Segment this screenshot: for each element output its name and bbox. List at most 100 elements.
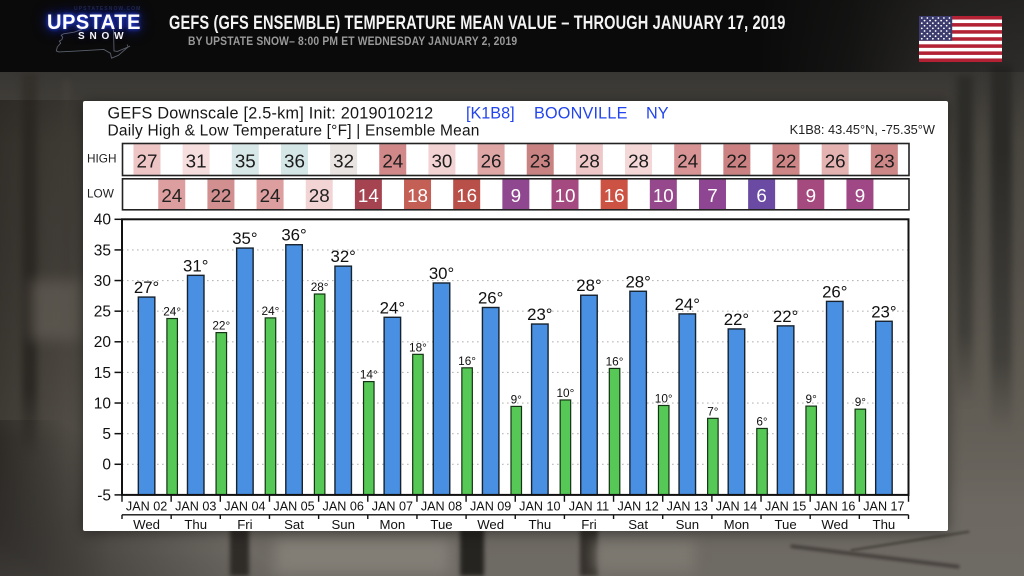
svg-text:26: 26	[481, 150, 502, 171]
svg-text:Daily High & Low Temperature [: Daily High & Low Temperature [°F] | Ense…	[108, 122, 480, 139]
svg-text:Wed: Wed	[133, 517, 160, 531]
svg-text:35: 35	[94, 242, 111, 259]
svg-text:26°: 26°	[478, 288, 503, 307]
svg-text:24: 24	[677, 150, 698, 171]
svg-text:JAN 16: JAN 16	[814, 500, 855, 514]
svg-text:36: 36	[284, 150, 305, 171]
svg-text:K1B8: 43.45°N, -75.35°W: K1B8: 43.45°N, -75.35°W	[790, 122, 936, 137]
svg-text:JAN 15: JAN 15	[765, 500, 806, 514]
svg-text:30°: 30°	[429, 264, 454, 283]
svg-text:18: 18	[407, 185, 428, 206]
svg-text:Sun: Sun	[331, 517, 354, 531]
svg-text:23°: 23°	[527, 305, 552, 324]
svg-text:JAN 03: JAN 03	[175, 500, 216, 514]
svg-text:JAN 08: JAN 08	[421, 500, 462, 514]
svg-text:10: 10	[653, 185, 674, 206]
svg-text:[K1B8]: [K1B8]	[466, 105, 515, 123]
svg-text:27°: 27°	[134, 278, 159, 297]
svg-text:7: 7	[707, 185, 717, 206]
svg-text:22: 22	[776, 150, 797, 171]
svg-text:JAN 02: JAN 02	[126, 500, 167, 514]
svg-text:22: 22	[210, 185, 231, 206]
svg-text:24°: 24°	[675, 295, 700, 314]
svg-text:9: 9	[855, 185, 865, 206]
svg-text:32: 32	[333, 150, 354, 171]
svg-text:15: 15	[94, 365, 111, 382]
svg-text:16°: 16°	[606, 354, 624, 368]
svg-text:9: 9	[806, 185, 816, 206]
svg-text:Thu: Thu	[528, 517, 551, 531]
svg-text:22°: 22°	[773, 307, 798, 326]
svg-text:36°: 36°	[281, 226, 306, 245]
svg-text:28°: 28°	[311, 280, 329, 294]
svg-text:Fri: Fri	[581, 517, 596, 531]
svg-text:24: 24	[382, 150, 403, 171]
svg-text:26°: 26°	[822, 282, 847, 301]
svg-text:28°: 28°	[625, 272, 650, 291]
svg-text:JAN 11: JAN 11	[569, 500, 609, 514]
svg-text:-5: -5	[97, 487, 111, 504]
svg-text:Wed: Wed	[821, 517, 848, 531]
svg-text:14: 14	[358, 185, 379, 206]
svg-text:Tue: Tue	[774, 517, 796, 531]
svg-text:23: 23	[530, 150, 551, 171]
svg-text:35: 35	[235, 150, 256, 171]
svg-text:JAN 10: JAN 10	[519, 500, 560, 514]
svg-text:22°: 22°	[724, 310, 749, 329]
svg-text:22: 22	[726, 150, 747, 171]
svg-text:16: 16	[456, 185, 477, 206]
svg-text:10: 10	[94, 395, 112, 412]
svg-text:5: 5	[102, 426, 111, 443]
svg-text:9: 9	[511, 185, 521, 206]
svg-text:JAN 05: JAN 05	[273, 500, 314, 514]
svg-text:18°: 18°	[409, 340, 427, 354]
svg-text:Thu: Thu	[873, 517, 896, 531]
svg-text:28°: 28°	[576, 276, 601, 295]
svg-text:16: 16	[604, 185, 625, 206]
svg-text:32°: 32°	[331, 247, 356, 266]
svg-text:10°: 10°	[655, 391, 673, 405]
svg-text:22°: 22°	[212, 319, 230, 333]
svg-text:40: 40	[94, 212, 112, 229]
svg-text:27: 27	[137, 150, 158, 171]
svg-text:NY: NY	[646, 105, 669, 123]
svg-text:6°: 6°	[756, 414, 768, 428]
svg-text:23: 23	[874, 150, 895, 171]
svg-text:6: 6	[756, 185, 766, 206]
svg-text:10: 10	[555, 185, 576, 206]
svg-text:JAN 13: JAN 13	[667, 500, 708, 514]
svg-text:Fri: Fri	[237, 517, 252, 531]
svg-text:9°: 9°	[806, 392, 818, 406]
svg-text:24°: 24°	[380, 298, 405, 317]
svg-text:LOW: LOW	[87, 186, 115, 200]
svg-text:28: 28	[628, 150, 649, 171]
svg-text:JAN 14: JAN 14	[716, 500, 757, 514]
svg-text:Sun: Sun	[676, 517, 699, 531]
svg-text:JAN 06: JAN 06	[323, 500, 364, 514]
svg-text:Thu: Thu	[184, 517, 207, 531]
svg-text:9°: 9°	[855, 395, 867, 409]
svg-text:7°: 7°	[707, 404, 719, 418]
svg-text:28: 28	[309, 185, 330, 206]
svg-text:31: 31	[186, 150, 207, 171]
svg-text:24: 24	[260, 185, 281, 206]
svg-text:JAN 09: JAN 09	[470, 500, 511, 514]
svg-text:24: 24	[161, 185, 182, 206]
svg-text:Mon: Mon	[380, 517, 406, 531]
svg-text:10°: 10°	[556, 386, 574, 400]
svg-text:14°: 14°	[360, 368, 378, 382]
svg-text:Wed: Wed	[477, 517, 504, 531]
svg-text:Mon: Mon	[724, 517, 750, 531]
svg-text:9°: 9°	[511, 392, 523, 406]
svg-text:HIGH: HIGH	[87, 151, 117, 165]
svg-text:GEFS Downscale [2.5-km] Init:: GEFS Downscale [2.5-km] Init: 2019010212	[108, 105, 434, 123]
svg-text:16°: 16°	[458, 354, 476, 368]
svg-text:Sat: Sat	[284, 517, 304, 531]
svg-text:Sat: Sat	[628, 517, 648, 531]
svg-text:JAN 07: JAN 07	[372, 500, 413, 514]
svg-text:28: 28	[579, 150, 600, 171]
svg-text:35°: 35°	[232, 229, 257, 248]
svg-text:20: 20	[94, 334, 112, 351]
svg-text:Tue: Tue	[430, 517, 452, 531]
svg-text:24°: 24°	[163, 305, 181, 319]
